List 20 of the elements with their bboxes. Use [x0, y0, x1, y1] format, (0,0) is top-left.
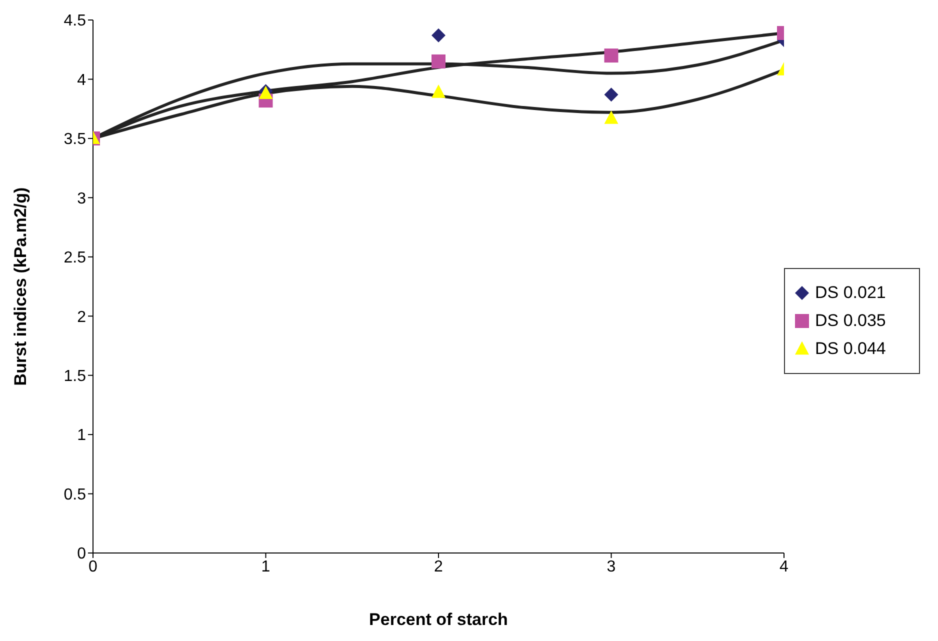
- x-tick-label: 3: [606, 558, 616, 576]
- legend-label: DS 0.021: [815, 282, 886, 302]
- x-axis-title: Percent of starch: [369, 610, 508, 629]
- y-tick-label: 4.5: [64, 12, 86, 30]
- x-tick-label: 0: [88, 558, 98, 576]
- y-tick-label: 2: [77, 308, 86, 326]
- y-tick-label: 0: [77, 546, 86, 563]
- y-tick-label: 2.5: [64, 250, 86, 267]
- legend-label: DS 0.035: [815, 310, 886, 330]
- x-tick-label: 2: [434, 558, 444, 576]
- x-tick-label: 4: [780, 558, 789, 576]
- y-tick-label: 3.5: [64, 131, 86, 148]
- y-tick-label: 3: [77, 190, 86, 208]
- y-tick-label: 0.5: [64, 486, 86, 504]
- x-tick-label: 1: [261, 558, 270, 576]
- y-tick-label: 1: [77, 427, 86, 444]
- y-axis-title: Burst indices (kPa.m2/g): [11, 187, 30, 386]
- y-tick-label: 1.5: [64, 368, 86, 386]
- y-tick-label: 4: [77, 72, 86, 89]
- legend-label: DS 0.044: [815, 338, 886, 358]
